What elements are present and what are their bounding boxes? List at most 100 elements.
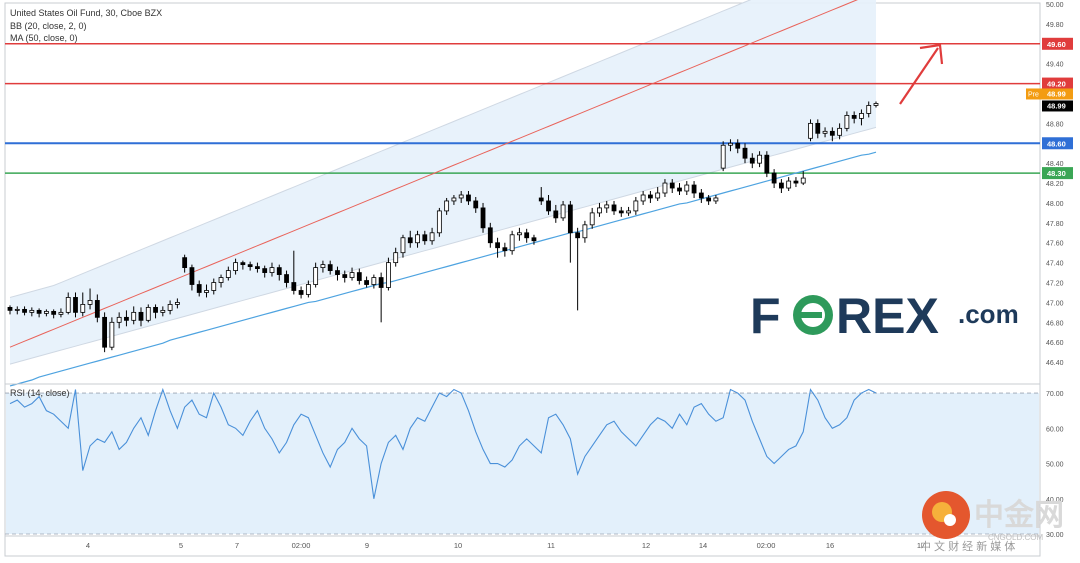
candle <box>837 123 843 140</box>
candle-body <box>269 267 275 273</box>
candle <box>14 306 20 315</box>
candle <box>786 177 792 192</box>
candle <box>22 306 27 316</box>
candle-body <box>189 267 195 285</box>
candle-body <box>859 113 864 119</box>
candle-body <box>778 182 784 189</box>
candle-body <box>487 227 493 244</box>
candle-body <box>36 309 42 314</box>
candle <box>174 298 180 309</box>
candle <box>284 270 289 288</box>
candle-body <box>124 316 129 321</box>
candle <box>662 179 668 197</box>
candle-body <box>342 274 348 278</box>
candle <box>342 270 348 283</box>
pre-badge-bg <box>1026 88 1042 100</box>
candle-body <box>378 277 384 288</box>
candle-body <box>698 192 704 199</box>
candle <box>815 119 821 139</box>
price-tick-label: 47.40 <box>1046 261 1064 268</box>
candle-body <box>742 147 748 159</box>
candle <box>487 222 493 248</box>
candle <box>124 310 129 327</box>
candle <box>247 261 253 271</box>
candle <box>371 274 377 289</box>
candle <box>778 179 784 193</box>
pre-price-label: 48.99 <box>1047 89 1066 98</box>
candle <box>7 305 13 315</box>
candle <box>378 272 384 323</box>
candle-body <box>407 237 413 244</box>
time-tick-label: 17 <box>917 541 925 550</box>
candle-body <box>837 127 843 136</box>
axes: 50.0049.8049.6049.4049.2049.0048.8048.60… <box>5 2 1073 550</box>
candle-body <box>386 262 391 288</box>
candle <box>218 274 224 288</box>
time-tick-label: 7 <box>235 541 239 550</box>
price-tick-label: 47.20 <box>1046 281 1064 288</box>
candle <box>713 194 719 204</box>
candle-body <box>233 262 238 271</box>
candle <box>262 265 268 278</box>
candle-body <box>597 207 602 214</box>
candle <box>182 254 188 273</box>
rsi-line <box>9 387 877 499</box>
cngold-url: CNGOLD.COM <box>988 533 1043 542</box>
candle-body <box>538 197 544 202</box>
price-tick-label: 46.40 <box>1046 360 1064 367</box>
candle <box>757 151 762 168</box>
candle-body <box>604 204 610 209</box>
candle-body <box>422 234 428 242</box>
level-tag-bg <box>1042 37 1073 50</box>
candle <box>444 197 450 215</box>
candle <box>269 262 275 277</box>
candle <box>349 267 355 281</box>
candle-body <box>713 197 719 202</box>
candle <box>211 278 217 295</box>
level-tag-label: 49.60 <box>1047 40 1066 49</box>
candle <box>196 280 202 297</box>
candle-body <box>255 266 260 270</box>
candle-body <box>706 197 712 202</box>
level-tag-bg <box>1042 167 1073 180</box>
time-tick-label: 02:00 <box>292 541 311 550</box>
candle-body <box>320 264 326 269</box>
candle <box>94 294 100 323</box>
candle-body <box>444 200 450 212</box>
candle-body <box>757 154 762 164</box>
candle <box>495 237 500 258</box>
candle-body <box>684 184 690 192</box>
candle <box>640 191 646 205</box>
candle-body <box>429 232 435 242</box>
trend-arrow <box>899 43 944 105</box>
candle <box>320 260 326 273</box>
last-price-label: 48.99 <box>1047 101 1066 110</box>
candle <box>43 309 49 317</box>
candle <box>415 230 420 248</box>
candle-body <box>735 142 741 149</box>
candle-body <box>749 157 755 164</box>
candle-body <box>633 200 639 212</box>
candle-body <box>182 257 188 269</box>
candle <box>720 141 726 172</box>
price-tick-label: 48.00 <box>1046 201 1064 208</box>
candle <box>116 312 122 329</box>
candle-body <box>335 270 340 275</box>
candle <box>611 200 617 215</box>
candle-body <box>102 316 108 348</box>
candle <box>145 304 151 323</box>
candle <box>742 143 748 164</box>
candle <box>691 181 697 198</box>
forex-watermark: F REX .com <box>750 288 1019 344</box>
rsi-legend: RSI (14, close) <box>10 388 70 398</box>
candle-body <box>451 197 457 202</box>
candle <box>225 266 231 281</box>
time-tick-label: 4 <box>86 541 90 550</box>
candle <box>36 308 42 318</box>
time-tick-label: 14 <box>699 541 707 550</box>
candle <box>233 258 238 275</box>
candle <box>509 230 515 255</box>
candle-body <box>553 210 559 219</box>
cngold-watermark: 中金网 CNGOLD.COM 中 文 财 经 新 媒 体 <box>920 491 1064 553</box>
candle <box>298 286 304 299</box>
